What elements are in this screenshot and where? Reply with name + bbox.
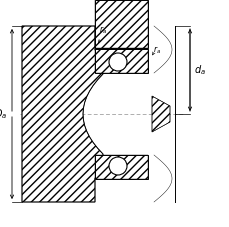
Text: $r_a$: $r_a$ — [152, 44, 160, 56]
Polygon shape — [22, 26, 103, 202]
Text: $r_a$: $r_a$ — [98, 25, 107, 36]
Circle shape — [109, 157, 126, 175]
Bar — [95, 0, 147, 48]
Text: $D_a$: $D_a$ — [0, 107, 7, 121]
Text: $d_a$: $d_a$ — [193, 63, 205, 77]
Polygon shape — [151, 96, 169, 132]
Polygon shape — [95, 49, 147, 73]
Polygon shape — [95, 155, 147, 179]
Circle shape — [109, 53, 126, 71]
Bar — [95, 0, 147, 48]
